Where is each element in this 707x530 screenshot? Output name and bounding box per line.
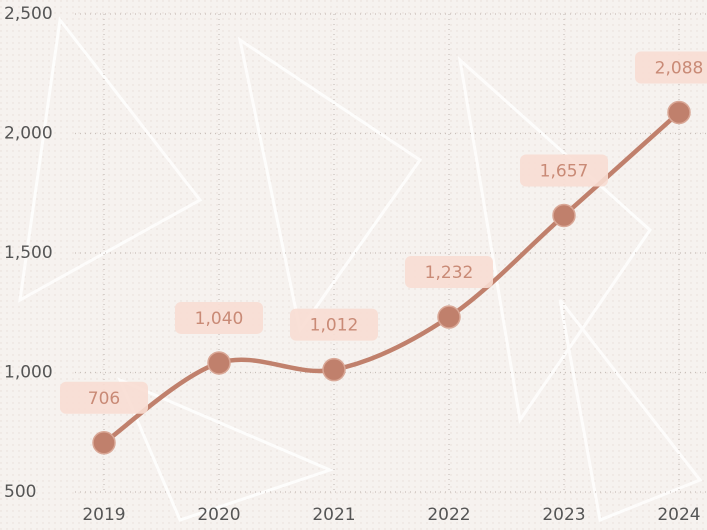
value-label-box <box>635 51 707 84</box>
x-tick-label: 2021 <box>312 505 355 525</box>
decoration <box>18 16 703 523</box>
x-tick-label: 2022 <box>427 505 470 525</box>
x-tick-label: 2024 <box>657 505 700 525</box>
value-label: 1,657 <box>540 161 589 181</box>
value-label-box <box>290 308 378 341</box>
y-tick-label: 2,500 <box>4 4 53 24</box>
point <box>322 357 346 382</box>
value-label: 1,232 <box>425 263 474 283</box>
point <box>207 351 231 375</box>
value-label-box <box>520 154 608 187</box>
y-tick-label: 1,000 <box>4 363 53 383</box>
value-label: 1,012 <box>310 316 359 336</box>
y-tick-label: 500 <box>4 482 36 502</box>
x-tick-label: 2019 <box>82 505 125 525</box>
value-label-box <box>60 381 148 414</box>
x-tick-label: 2023 <box>542 505 585 525</box>
value-label: 2,088 <box>655 58 704 78</box>
point <box>667 100 691 125</box>
point <box>92 431 116 455</box>
x-tick-label: 2020 <box>197 505 240 525</box>
point <box>552 203 576 228</box>
y-tick-label: 1,500 <box>4 243 53 263</box>
y-tick-label: 2,000 <box>4 124 53 144</box>
value-label-box <box>175 301 263 334</box>
value-label: 1,040 <box>195 309 244 329</box>
value-label: 706 <box>88 389 120 409</box>
value-label-box <box>405 256 493 289</box>
point <box>437 305 461 329</box>
